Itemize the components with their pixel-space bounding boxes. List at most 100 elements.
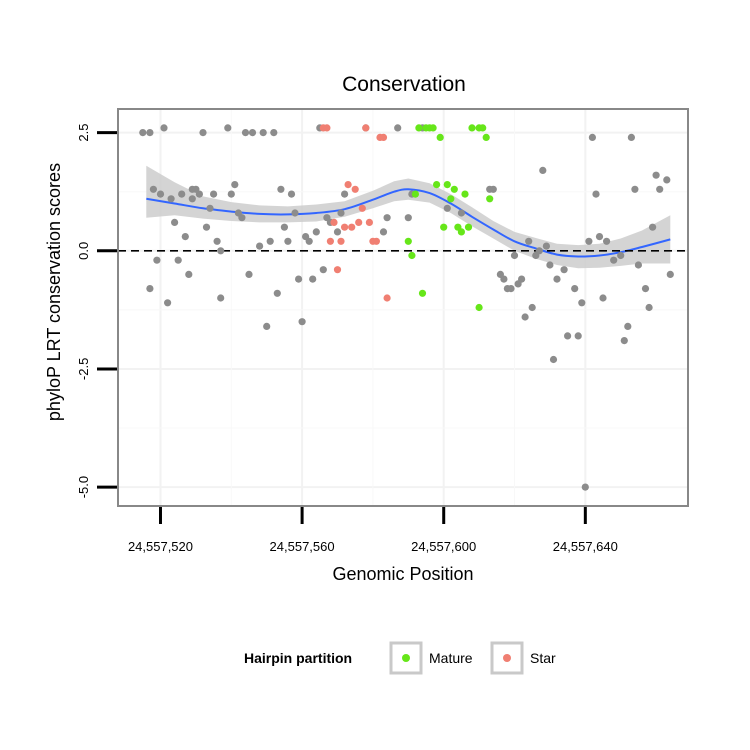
x-tick-label: 24,557,560 <box>270 539 335 554</box>
point-other <box>624 322 632 330</box>
point-other <box>631 185 639 193</box>
point-mature <box>479 124 487 132</box>
point-other <box>443 204 451 212</box>
point-other <box>595 233 604 241</box>
point-other <box>245 270 253 278</box>
y-axis: 2.5 0.0 -2.5 -5.0 <box>76 124 117 498</box>
point-star <box>323 124 331 132</box>
point-other <box>312 228 320 236</box>
point-other <box>160 124 168 132</box>
point-mature <box>433 181 441 189</box>
point-other <box>528 303 536 312</box>
point-other <box>146 129 154 137</box>
point-other <box>199 129 207 137</box>
point-other <box>259 129 267 137</box>
point-other <box>213 237 221 245</box>
point-mature <box>418 289 427 297</box>
point-other <box>578 299 586 307</box>
confidence-ribbon <box>146 165 671 269</box>
point-other <box>319 266 327 274</box>
chart-title: Conservation <box>342 73 466 96</box>
legend-key-star-dot <box>503 654 511 662</box>
point-other <box>404 214 412 222</box>
point-star <box>355 218 363 226</box>
point-other <box>337 209 345 217</box>
point-mature <box>447 195 455 203</box>
plot-panel-border <box>117 108 689 507</box>
y-tick-label: -2.5 <box>76 358 91 380</box>
point-mature <box>429 124 437 132</box>
point-star <box>365 218 373 226</box>
point-star <box>358 204 366 212</box>
point-other <box>167 195 175 203</box>
point-mature <box>408 251 416 260</box>
point-other <box>649 223 657 231</box>
point-other <box>394 124 402 132</box>
point-other <box>656 185 664 193</box>
point-other <box>564 332 572 340</box>
point-other <box>295 275 303 283</box>
point-other <box>263 322 271 330</box>
point-other <box>645 303 653 312</box>
point-other <box>581 483 589 491</box>
point-other <box>542 242 551 250</box>
point-star <box>326 237 334 245</box>
point-mature <box>457 228 465 236</box>
point-mature <box>436 133 444 141</box>
point-other <box>171 218 179 226</box>
plot-panel-background <box>118 109 688 506</box>
point-other <box>617 251 625 260</box>
point-other <box>287 190 296 198</box>
point-other <box>539 166 547 174</box>
legend-entry-star: Star <box>490 641 556 675</box>
point-other <box>305 237 313 245</box>
x-tick-label: 24,557,520 <box>128 539 193 554</box>
point-other <box>489 185 497 193</box>
y-axis-title: phyloP LRT conservation scores <box>44 163 64 421</box>
point-other <box>210 190 218 198</box>
point-mature <box>482 133 490 141</box>
point-other <box>333 228 342 236</box>
data-points <box>139 124 674 491</box>
point-other <box>273 289 281 297</box>
point-other <box>248 129 257 137</box>
smooth-trend-line <box>146 188 671 258</box>
point-other <box>298 318 306 326</box>
point-star <box>351 185 359 193</box>
point-other <box>277 185 285 193</box>
point-star <box>333 266 342 274</box>
point-other <box>139 129 147 137</box>
point-star <box>362 124 370 132</box>
point-other <box>588 133 597 141</box>
point-star <box>337 237 345 245</box>
point-other <box>309 275 317 283</box>
point-other <box>574 332 582 340</box>
point-other <box>610 256 618 264</box>
point-mature <box>468 124 476 132</box>
point-other <box>270 129 278 137</box>
plot-panel <box>117 108 689 507</box>
point-other <box>280 223 288 231</box>
point-other <box>195 190 203 198</box>
point-mature <box>440 223 448 231</box>
point-other <box>592 190 600 198</box>
point-other <box>525 237 533 245</box>
point-other <box>571 285 579 293</box>
point-star <box>348 223 356 231</box>
point-other <box>241 129 250 137</box>
point-other <box>627 133 636 141</box>
point-star <box>341 223 349 231</box>
point-other <box>178 190 186 198</box>
point-star <box>372 237 380 245</box>
x-tick-label: 24,557,600 <box>411 539 476 554</box>
point-mature <box>475 303 483 312</box>
point-mature <box>443 181 451 189</box>
point-other <box>224 124 232 132</box>
point-other <box>174 256 182 264</box>
y-tick-label: 2.5 <box>76 124 91 142</box>
point-mature <box>486 195 494 203</box>
point-other <box>663 176 671 184</box>
point-other <box>227 190 235 198</box>
point-other <box>603 237 611 245</box>
point-mature <box>411 190 419 198</box>
